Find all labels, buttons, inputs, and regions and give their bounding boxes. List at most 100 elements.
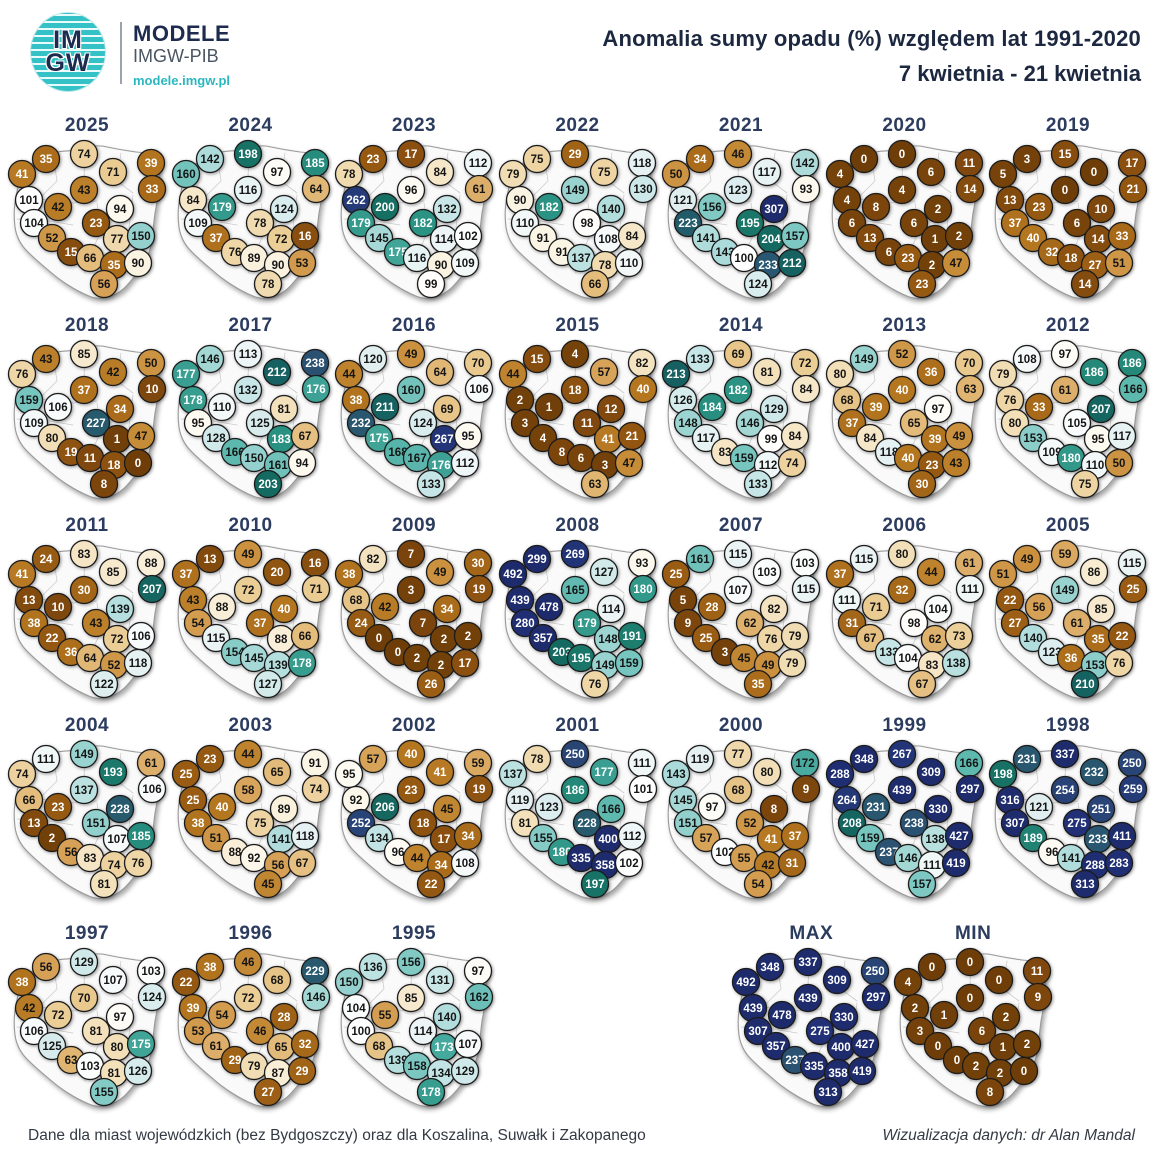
city-value-poznan: 40 — [215, 802, 228, 814]
city-value-lodz: 151 — [86, 818, 106, 830]
city-value-katowice: 146 — [898, 853, 917, 865]
city-circle-warszawa — [269, 1002, 298, 1032]
city-circle-poznan — [207, 392, 236, 422]
city-value-gorzow_wielkopolski: 264 — [837, 795, 857, 807]
city-value-opole: 6 — [885, 247, 891, 259]
city-value-wroclaw: 357 — [767, 1041, 786, 1053]
city-value-katowice: 79 — [247, 1061, 260, 1073]
city-circle-lodz — [408, 1016, 438, 1046]
city-circle-rzeszow — [287, 848, 316, 878]
city-circle-wroclaw — [364, 1031, 394, 1061]
city-circle-zakopane — [416, 269, 446, 299]
city-circle-poznan — [1024, 592, 1054, 622]
city-circle-rzeszow — [450, 1056, 480, 1086]
city-value-torun: 96 — [405, 185, 418, 197]
city-value-bialystok: 21 — [1127, 184, 1140, 196]
city-value-warszawa: 139 — [110, 604, 129, 616]
city-circle-torun — [560, 175, 589, 205]
city-circle-poznan — [43, 592, 73, 622]
city-value-zielona_gora: 100 — [351, 1026, 370, 1038]
city-value-koszalin: 43 — [40, 354, 53, 366]
city-value-koszalin: 13 — [203, 554, 216, 566]
city-value-suwalki: 103 — [795, 558, 814, 570]
city-circle-wroclaw — [1018, 223, 1048, 253]
city-value-lublin: 411 — [1113, 831, 1132, 843]
map-title-2016: 2016 — [391, 315, 437, 336]
city-value-poznan: 56 — [1033, 602, 1046, 614]
city-value-lodz: 6 — [910, 218, 916, 230]
city-circle-warszawa — [432, 594, 462, 624]
poland-map-2019: 5 3 15 0 17 21 13 0 23 10 37 6 40 32 14 33 18 27 51 14 — [988, 139, 1148, 299]
city-value-zakopane: 157 — [912, 879, 931, 891]
city-value-koszalin: 149 — [854, 354, 873, 366]
city-value-zielona_gora: 31 — [845, 618, 858, 630]
city-circle-zakopane — [743, 469, 773, 499]
city-value-kielce: 88 — [274, 634, 287, 646]
city-circle-torun — [560, 375, 589, 405]
city-value-wroclaw: 68 — [373, 1041, 386, 1053]
city-value-gdansk: 4 — [571, 349, 578, 361]
city-value-zakopane: 22 — [425, 879, 438, 891]
city-circle-lodz — [408, 408, 438, 438]
city-value-warszawa: 330 — [928, 804, 947, 816]
city-value-gdansk: 7 — [408, 549, 414, 561]
city-value-suwalki: 185 — [305, 158, 325, 170]
city-value-krakow: 134 — [431, 1068, 451, 1080]
city-value-opole: 19 — [65, 447, 78, 459]
city-value-torun: 70 — [78, 993, 91, 1005]
city-circle-wroclaw — [691, 823, 721, 853]
map-cell-2007: 2007 25 161 115 103 103 115 5 107 28 82 9 62 25 3 76 79 4… — [655, 515, 827, 707]
city-value-zielona_gora: 27 — [1009, 618, 1022, 630]
city-value-rzeszow: 283 — [1109, 858, 1128, 870]
city-value-torun: 439 — [799, 993, 818, 1005]
city-value-katowice: 104 — [898, 653, 918, 665]
city-value-gdansk: 97 — [1059, 349, 1072, 361]
city-circle-gdansk — [233, 739, 262, 769]
city-circle-wroclaw — [528, 423, 557, 453]
city-value-gdansk: 337 — [1055, 749, 1074, 761]
poland-map-1998: 198 231 337 232 250 259 316 254 121 251 307 275 189 9… — [988, 739, 1148, 899]
city-value-wroclaw: 2 — [49, 833, 55, 845]
city-value-torun: 160 — [401, 385, 420, 397]
city-value-szczecin: 22 — [179, 977, 192, 989]
city-circle-bialystok — [862, 982, 891, 1012]
city-value-gdansk: 15 — [1059, 149, 1072, 161]
city-value-wroclaw: 125 — [42, 1041, 62, 1053]
city-value-gdansk: 29 — [568, 149, 581, 161]
city-value-wroclaw: 51 — [209, 833, 222, 845]
city-value-olsztyn: 85 — [107, 567, 120, 579]
city-circle-rzeszow — [287, 448, 316, 478]
city-circle-szczecin — [7, 359, 37, 389]
city-value-gdansk: 267 — [892, 749, 911, 761]
city-circle-bialystok — [137, 774, 167, 804]
city-value-zielona_gora: 38 — [28, 618, 41, 630]
city-value-bialystok: 111 — [961, 584, 980, 596]
city-circle-gdansk — [396, 339, 426, 369]
city-value-zielona_gora: 208 — [842, 818, 862, 830]
city-value-poznan: 23 — [1033, 202, 1046, 214]
city-value-suwalki: 166 — [959, 758, 978, 770]
city-value-koszalin: 56 — [40, 962, 53, 974]
city-circle-torun — [887, 575, 916, 605]
city-value-warszawa: 124 — [274, 204, 294, 216]
city-circle-wroclaw — [364, 823, 394, 853]
city-circle-bialystok — [464, 982, 494, 1012]
city-value-krakow: 78 — [598, 260, 611, 272]
city-circle-poznan — [534, 392, 563, 422]
city-circle-rzeszow — [450, 248, 480, 278]
city-value-zakopane: 66 — [588, 279, 601, 291]
city-value-szczecin: 80 — [833, 369, 846, 381]
city-value-suwalki: 250 — [866, 966, 885, 978]
city-circle-zakopane — [580, 269, 609, 299]
city-value-szczecin: 25 — [179, 769, 192, 781]
city-value-lodz: 146 — [740, 418, 759, 430]
city-value-opole: 102 — [715, 847, 734, 859]
city-circle-koszalin — [1012, 544, 1042, 574]
city-circle-koszalin — [358, 544, 388, 574]
city-value-kielce: 77 — [111, 234, 124, 246]
city-value-warszawa: 85 — [1095, 604, 1108, 616]
city-value-gorzow_wielkopolski: 145 — [673, 795, 693, 807]
city-value-katowice: 195 — [571, 653, 591, 665]
